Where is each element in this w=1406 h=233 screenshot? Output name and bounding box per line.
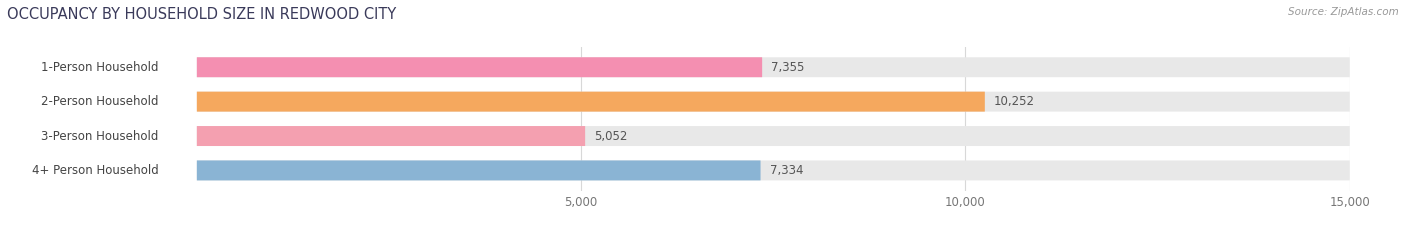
FancyBboxPatch shape [197,126,585,146]
Text: 5,052: 5,052 [595,130,627,143]
FancyBboxPatch shape [197,161,1350,180]
FancyBboxPatch shape [197,57,762,77]
Text: 4+ Person Household: 4+ Person Household [32,164,159,177]
FancyBboxPatch shape [197,57,1350,77]
Text: 7,355: 7,355 [772,61,804,74]
FancyBboxPatch shape [197,126,1350,146]
Text: OCCUPANCY BY HOUSEHOLD SIZE IN REDWOOD CITY: OCCUPANCY BY HOUSEHOLD SIZE IN REDWOOD C… [7,7,396,22]
Text: 10,252: 10,252 [994,95,1035,108]
Text: 2-Person Household: 2-Person Household [41,95,159,108]
Text: 1-Person Household: 1-Person Household [41,61,159,74]
FancyBboxPatch shape [197,161,761,180]
FancyBboxPatch shape [197,92,984,112]
FancyBboxPatch shape [197,92,1350,112]
Text: Source: ZipAtlas.com: Source: ZipAtlas.com [1288,7,1399,17]
Text: 7,334: 7,334 [769,164,803,177]
Text: 3-Person Household: 3-Person Household [41,130,159,143]
